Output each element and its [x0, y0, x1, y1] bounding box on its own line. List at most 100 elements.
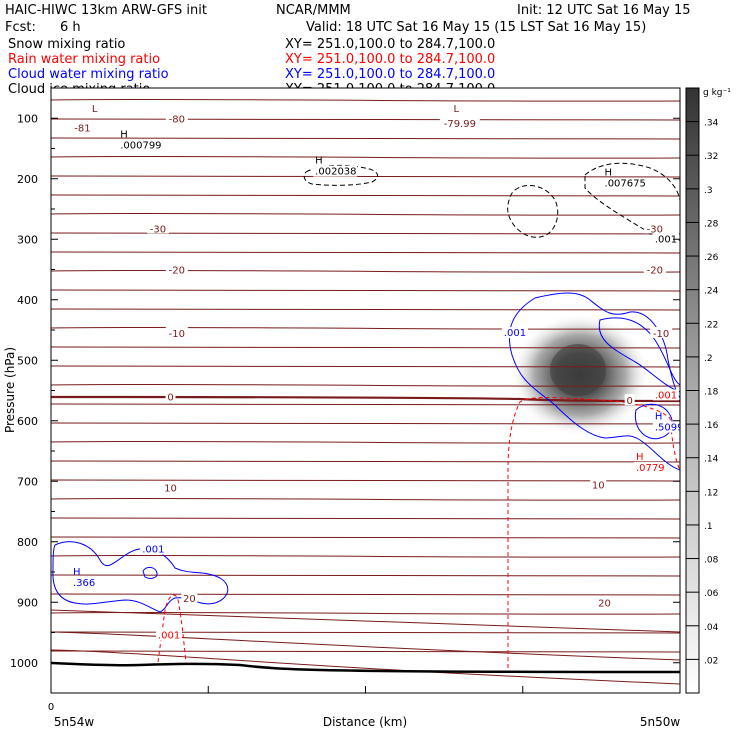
extremum-letter: H: [315, 156, 323, 167]
temp-label-bg: [439, 117, 480, 129]
isotherm: [51, 649, 680, 685]
isotherm: [51, 517, 680, 520]
isotherm: [51, 212, 680, 216]
temp-label-bg: [624, 394, 635, 406]
temp-label: 20: [598, 598, 611, 609]
temp-label: -20: [169, 266, 185, 277]
extremum-letter: H: [120, 130, 128, 141]
extremum-value: .001: [655, 390, 677, 401]
extremum-value-bg: [652, 233, 679, 245]
x-axis: [50, 686, 681, 693]
snow-shading-core: [550, 344, 606, 396]
cloud-water-contour-small: [142, 566, 158, 579]
colorbar-tick-label: .24: [704, 287, 719, 297]
temp-label-bg: [590, 478, 607, 490]
temp-label-bg: [596, 596, 613, 608]
isotherm: [51, 554, 680, 558]
header: HAIC-HIWC 13km ARW-GFS init NCAR/MMM Ini…: [5, 3, 691, 97]
ice-contour-2: [584, 162, 680, 242]
terrain-line: [51, 661, 680, 674]
extremum-letter: L: [92, 104, 98, 115]
ice-contour-1: [507, 184, 559, 238]
extremum-letter: H: [73, 567, 81, 578]
field-xy: XY= 251.0,100.0 to 284.7,100.0: [285, 52, 495, 67]
isotherm: [51, 631, 680, 634]
temp-label: 0: [167, 393, 173, 404]
temp-label: 10: [164, 483, 177, 494]
isotherm: [51, 346, 680, 349]
temp-label-bg: [643, 222, 666, 234]
y-tick-label: 1000: [10, 657, 38, 670]
colorbar-tick-label: .02: [704, 656, 718, 666]
extremum-value-bg: [633, 462, 666, 474]
isotherm: [51, 609, 680, 633]
extremum-value: .366: [73, 578, 95, 589]
temp-label-bg: [165, 327, 188, 339]
isotherm: [51, 631, 680, 661]
fcst-label: Fcst:: [5, 20, 36, 35]
field-name: Cloud water mixing ratio: [8, 67, 169, 82]
colorbar-tick-label: .26: [704, 253, 719, 263]
colorbar-ticks: .02 .04 .06 .08 .1 .12 .14 .16 .18 .2 .22 .24 .26 .28…: [686, 119, 719, 666]
temp-label: -30: [647, 224, 663, 235]
temp-label: -79.99: [444, 119, 476, 130]
isotherm: [51, 403, 680, 406]
extremum-value: .001: [655, 234, 677, 245]
isotherm: [51, 194, 680, 197]
colorbar-tick-label: .14: [704, 455, 719, 465]
temp-label: -81: [74, 123, 90, 134]
init-time: Init: 12 UTC Sat 16 May 15: [517, 3, 691, 18]
isotherm: [51, 574, 680, 577]
isotherm: [51, 232, 680, 235]
colorbar-tick-label: .28: [704, 219, 719, 229]
extremum-value-bg: [501, 327, 528, 339]
x-left-label: 5n54w: [54, 715, 95, 729]
isotherm: [51, 269, 680, 273]
extremum-value-bg: [155, 629, 182, 641]
extremum-value-bg: [652, 389, 679, 401]
extremum-letter: H: [636, 452, 644, 463]
isotherm: [51, 365, 680, 368]
x-axis-label: Distance (km): [323, 715, 407, 729]
y-tick-label: 300: [17, 233, 38, 246]
field-xy: XY= 251.0,100.0 to 284.7,100.0: [285, 67, 495, 82]
extremum-value: .5099: [655, 423, 684, 434]
isotherm: [51, 155, 680, 159]
colorbar-tick-label: .32: [704, 152, 718, 162]
rain-contours: [157, 397, 680, 668]
isotherm: [51, 308, 680, 311]
extremum-value: .001: [158, 631, 180, 642]
temp-label: 0: [626, 396, 632, 407]
temp-label: -80: [169, 114, 185, 125]
y-tick-label: 800: [17, 536, 38, 549]
cloud-water-contour-inner: [598, 317, 680, 393]
extremum-value: .0779: [636, 463, 665, 474]
model-title: HAIC-HIWC 13km ARW-GFS init: [5, 3, 207, 18]
extremum-value-bg: [118, 139, 163, 151]
temperature-labels: -81 -80 -79.99 -30 -30 -20 -20 -10 -10 0 0 10 10 20 20: [71, 112, 673, 609]
isotherm: [51, 593, 680, 596]
extremum-value: .000799: [120, 141, 161, 152]
colorbar-tick-label: .06: [704, 589, 719, 599]
x-right-label: 5n50w: [640, 715, 681, 729]
temp-label-bg: [165, 390, 176, 402]
isotherm: [51, 479, 680, 482]
isotherm: [51, 536, 680, 539]
temp-label: -10: [653, 329, 669, 340]
temp-label-bg: [181, 592, 198, 604]
temp-label-bg: [643, 263, 666, 275]
colorbar-tick-label: .3: [704, 186, 713, 196]
isotherm: [51, 440, 680, 444]
colorbar-tick-label: .2: [704, 354, 713, 364]
extremum-value-bg: [652, 421, 680, 433]
isotherm: [51, 460, 680, 463]
cloud-water-contour-upper: [508, 292, 680, 471]
extremum-value-bg: [140, 543, 167, 555]
temp-label-bg: [165, 112, 188, 124]
extremum-letter: H: [605, 168, 613, 179]
isotherm: [51, 650, 680, 653]
extremum-value-bg: [602, 177, 647, 189]
